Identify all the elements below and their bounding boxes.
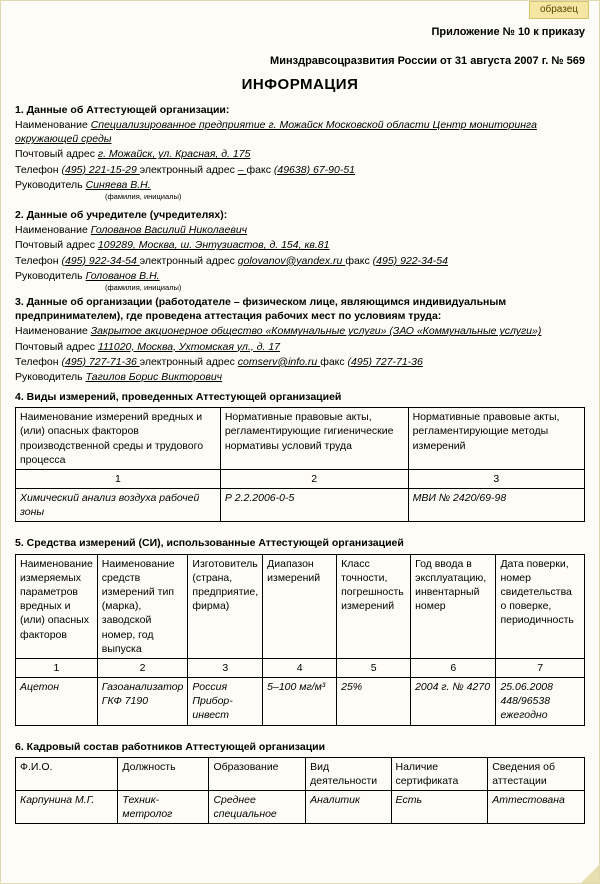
s2-name: Наименование Голованов Василий Николаеви… [15,223,585,237]
section2-head: 2. Данные об учредителе (учредителях): [15,208,585,222]
s3-ruk: Руководитель Тагилов Борис Викторович [15,370,585,384]
page-corner-icon [581,865,599,883]
table5: Наименование измеряемых параметров вредн… [15,554,585,726]
s3-addr: Почтовый адрес 111020, Москва, Ухтомская… [15,340,585,354]
header-line2: Минздравсоцразвития России от 31 августа… [15,54,585,69]
document-page: образец Приложение № 10 к приказу Минздр… [0,0,600,884]
header-line1: Приложение № 10 к приказу [15,25,585,40]
s1-ruk: Руководитель Синяева В.Н. [15,178,585,192]
section6-head: 6. Кадровый состав работников Аттестующе… [15,740,585,754]
s1-addr: Почтовый адрес г. Можайск, ул. Красная, … [15,147,585,161]
s1-contacts: Телефон (495) 221-15-29 электронный адре… [15,163,585,177]
section5-head: 5. Средства измерений (СИ), использованн… [15,536,585,550]
section1-head: 1. Данные об Аттестующей организации: [15,103,585,117]
s1-sub: (фамилия, инициалы) [15,192,585,202]
section4-head: 4. Виды измерений, проведенных Аттестующ… [15,390,585,404]
s1-name: Наименование Специализированное предприя… [15,118,585,146]
document-title: ИНФОРМАЦИЯ [15,75,585,95]
s2-ruk: Руководитель Голованов В.Н. [15,269,585,283]
section3-head: 3. Данные об организации (работодателе –… [15,295,585,323]
s2-sub: (фамилия, инициалы) [15,283,585,293]
table4: Наименование измерений вредных и (или) о… [15,407,585,522]
sample-badge: образец [529,1,589,19]
s2-addr: Почтовый адрес 109289, Москва, ш. Энтузи… [15,238,585,252]
table6: Ф.И.О. Должность Образование Вид деятель… [15,757,585,825]
s2-contacts: Телефон (495) 922-34-54 электронный адре… [15,254,585,268]
s3-name: Наименование Закрытое акционерное общест… [15,324,585,338]
s3-contacts: Телефон (495) 727-71-36 электронный адре… [15,355,585,369]
